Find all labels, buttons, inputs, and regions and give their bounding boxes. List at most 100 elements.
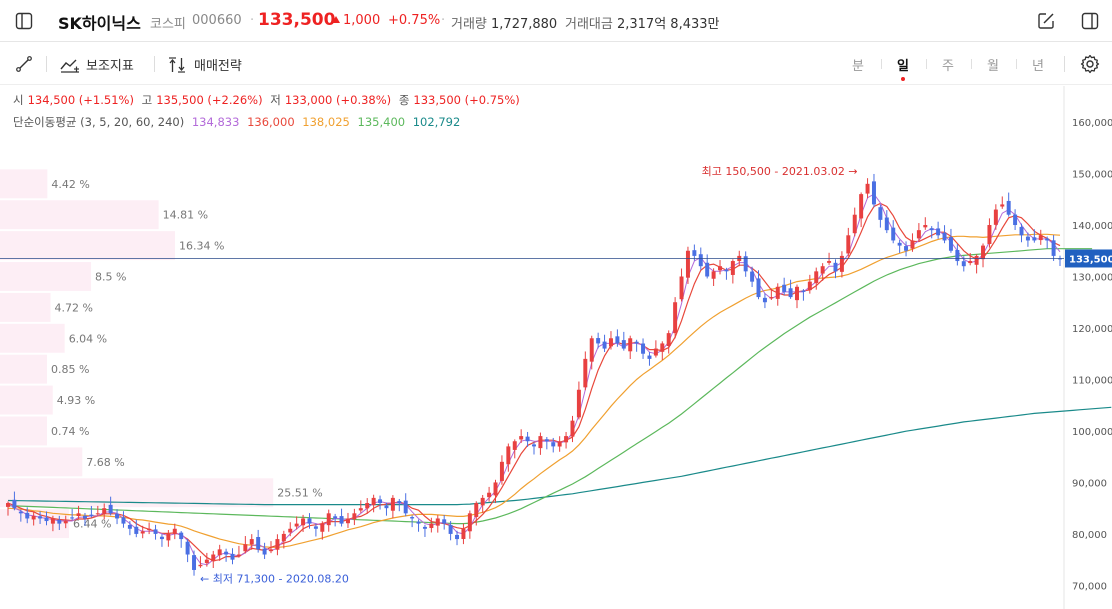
candle-body xyxy=(615,336,620,344)
candle-body xyxy=(499,461,504,481)
candle-body xyxy=(602,341,607,349)
open-value: 134,500 (+1.51%) xyxy=(27,93,134,107)
candle-body xyxy=(814,271,819,284)
candle-body xyxy=(192,555,197,570)
volume-profile-label: 25.51 % xyxy=(277,487,322,500)
candle-body xyxy=(641,343,646,354)
candle-body xyxy=(159,536,164,540)
candle-body xyxy=(923,225,928,228)
open-label: 시 xyxy=(13,93,24,107)
volume-profile-bar xyxy=(0,323,65,353)
candle-body xyxy=(262,548,267,555)
volume-profile-label: 6.04 % xyxy=(69,332,107,345)
candle-body xyxy=(12,499,17,509)
candle-body xyxy=(551,442,556,447)
ma-label: 단순이동평균 (3, 5, 20, 60, 240) xyxy=(13,115,185,129)
candle-body xyxy=(660,343,665,352)
candle-body xyxy=(236,554,241,556)
candle-body xyxy=(724,269,729,272)
volume-profile-bar xyxy=(0,354,47,384)
volume-value: 1,727,880 xyxy=(491,17,558,32)
candle-body xyxy=(442,519,447,524)
high-value: 135,500 (+2.26%) xyxy=(156,93,263,107)
candle-body xyxy=(211,554,216,562)
sidebar-toggle-icon[interactable] xyxy=(12,9,36,33)
candle-body xyxy=(788,288,793,298)
market-label: 코스피 xyxy=(150,17,186,32)
candle-body xyxy=(608,338,613,347)
ma20-value: 138,025 xyxy=(302,115,350,129)
y-tick-label: 70,000 xyxy=(1072,581,1107,592)
y-tick-label: 130,000 xyxy=(1072,272,1112,283)
candle-body xyxy=(371,497,376,506)
candlestick-chart[interactable]: 70,000 80,000 90,000 100,000 110,000 120,000 1… xyxy=(0,86,1112,609)
candle-body xyxy=(1058,258,1062,260)
ma3-value: 134,833 xyxy=(191,115,240,129)
period-month[interactable]: 월 xyxy=(987,59,999,74)
trade-amount: 거래대금 2,317억 8,433만 xyxy=(565,13,719,32)
toolbar-divider xyxy=(46,56,47,72)
candle-body xyxy=(653,348,658,356)
chart-toolbar: 보조지표 매매전략 분 일 주 월 년 xyxy=(0,43,1112,85)
candle-body xyxy=(833,262,838,272)
period-day[interactable]: 일 xyxy=(893,55,913,81)
candle-body xyxy=(25,512,30,519)
candle-body xyxy=(95,513,100,515)
candle-body xyxy=(31,515,36,520)
candle-body xyxy=(288,528,293,533)
separator-dot: · xyxy=(250,13,255,28)
trade-amount-label: 거래대금 xyxy=(565,17,613,32)
volume-label: 거래량 xyxy=(451,17,487,32)
volume-profile-label: 14.81 % xyxy=(163,209,208,222)
candle-body xyxy=(762,297,767,303)
candle-body xyxy=(878,207,883,220)
candle-body xyxy=(269,549,273,552)
candle-body xyxy=(275,539,280,550)
strategy-button[interactable]: 매매전략 xyxy=(168,55,242,74)
candle-body xyxy=(301,518,306,526)
panel-toggle-icon[interactable] xyxy=(1078,9,1102,33)
current-price-label: 133,500 xyxy=(1069,254,1112,265)
candle-body xyxy=(839,255,844,272)
candle-body xyxy=(782,284,787,292)
candle-body xyxy=(743,256,748,272)
candle-body xyxy=(865,183,870,194)
candle-body xyxy=(461,528,466,540)
edit-icon[interactable] xyxy=(1034,9,1058,33)
candle-body xyxy=(801,290,806,292)
candle-body xyxy=(929,228,934,231)
indicator-label: 보조지표 xyxy=(86,59,134,74)
volume-profile-bar xyxy=(0,262,92,291)
candle-body xyxy=(429,523,434,529)
candle-body xyxy=(127,524,132,529)
candle-body xyxy=(44,517,49,522)
ma5-value: 136,000 xyxy=(247,115,295,129)
settings-gear-icon[interactable] xyxy=(1078,52,1102,76)
candle-body xyxy=(1038,235,1043,241)
separator-dot: · xyxy=(441,13,446,28)
candle-body xyxy=(378,499,383,504)
candle-body xyxy=(115,513,120,519)
low-value: 133,000 (+0.38%) xyxy=(284,93,392,107)
indicator-button[interactable]: 보조지표 xyxy=(60,55,134,74)
period-minute[interactable]: 분 xyxy=(852,59,864,74)
volume-profile-label: 0.85 % xyxy=(51,363,89,376)
candle-body xyxy=(512,441,517,450)
y-tick-label: 110,000 xyxy=(1072,375,1112,386)
candle-body xyxy=(846,235,851,254)
volume-profile-label: 4.93 % xyxy=(57,394,95,407)
candle-body xyxy=(807,281,812,291)
candle-body xyxy=(435,518,440,526)
candle-body xyxy=(320,523,325,532)
candle-body xyxy=(769,297,774,299)
candle-body xyxy=(38,516,43,519)
candle-body xyxy=(589,338,594,362)
period-week[interactable]: 주 xyxy=(942,59,954,74)
period-year[interactable]: 년 xyxy=(1032,59,1044,74)
candle-body xyxy=(1006,200,1011,215)
draw-line-icon[interactable] xyxy=(12,52,36,76)
candle-body xyxy=(76,513,81,516)
candle-body xyxy=(147,528,152,531)
candle-body xyxy=(1000,204,1005,207)
active-dot xyxy=(901,77,905,81)
